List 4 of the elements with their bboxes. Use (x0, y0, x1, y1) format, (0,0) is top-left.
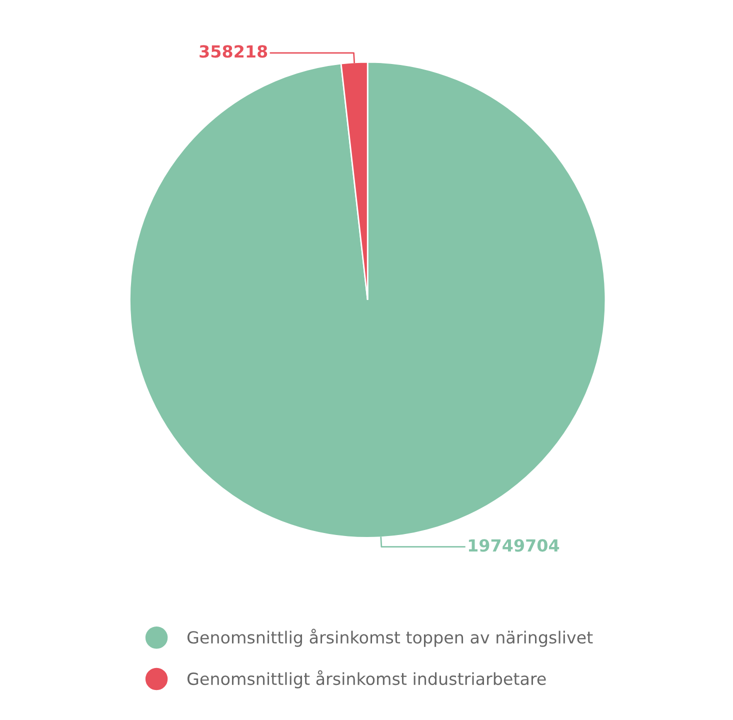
data-label: 358218 (200, 45, 268, 58)
legend-label: Genomsnittlig årsinkomst toppen av näringslivet (187, 628, 593, 647)
data-label: 19749704 (468, 539, 560, 552)
legend-label: Genomsnittligt årsinkomst industriarbetare (187, 670, 546, 688)
